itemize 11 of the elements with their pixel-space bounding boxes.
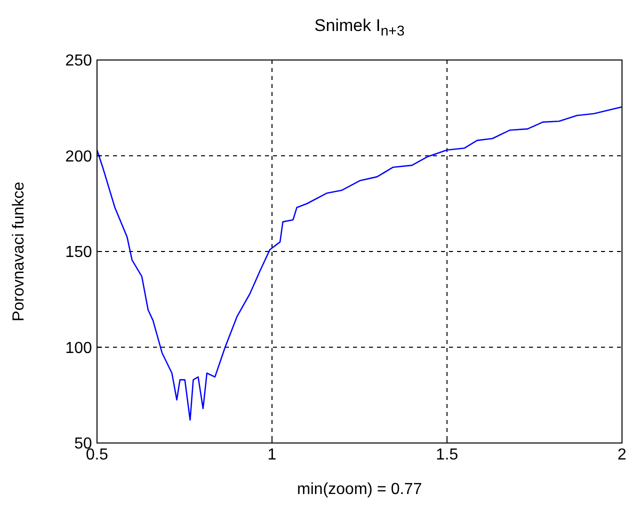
y-tick-label: 100 [65,340,92,357]
y-tick-label: 200 [65,148,92,166]
line-series [97,106,622,421]
x-tick-label: 2 [618,446,627,464]
x-tick-label: 1 [268,446,277,464]
y-tick-label: 150 [65,244,92,262]
x-tick-label: 1.5 [436,446,458,464]
x-axis-title: min(zoom) = 0.77 [297,481,422,498]
chart-title: Snimek I$_{n+3}$ [313,16,406,40]
y-axis-title: Porovnavaci funkce [10,182,28,322]
y-tick-label: 250 [65,52,92,70]
